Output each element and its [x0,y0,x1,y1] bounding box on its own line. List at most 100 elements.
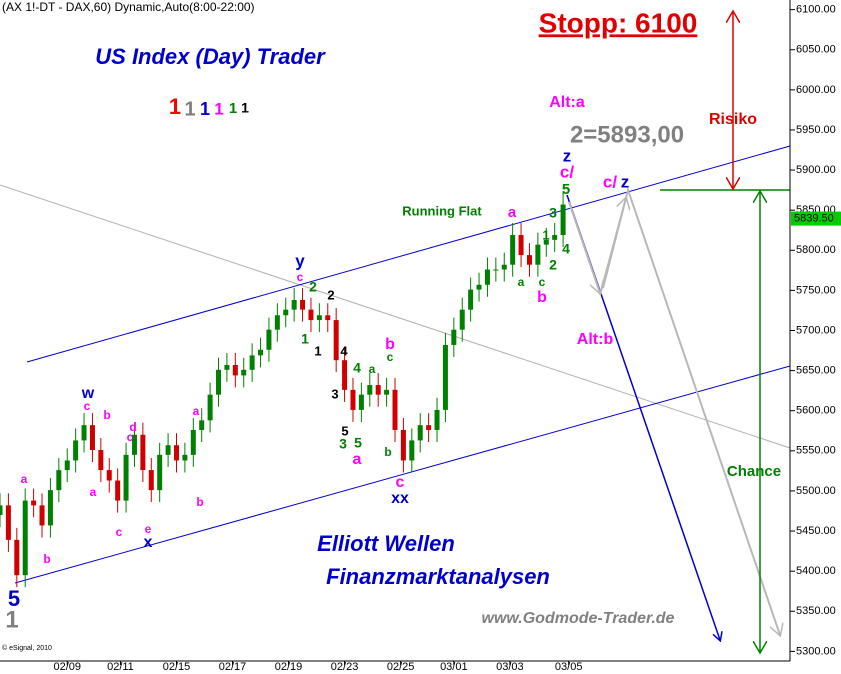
candle-body [224,364,230,370]
candle-body [148,470,154,491]
annotation: 2 [549,257,557,273]
y-tick-label: 5800.00 [796,244,836,256]
candle-body [249,355,255,370]
annotation: 3 [549,205,557,221]
annotation: y [295,251,305,270]
annotation: US Index (Day) Trader [95,44,326,69]
candle-body [47,490,53,526]
candle-body [518,235,524,256]
annotation: 2=5893,00 [570,121,684,148]
y-tick-label: 6100.00 [796,4,836,16]
candle-body [510,235,516,265]
candle-body [501,264,507,270]
annotation: 4 [353,360,361,376]
x-tick-label: 02/11 [107,661,134,673]
candle-body [190,429,196,455]
annotation: Finanzmarktanalysen [326,564,550,589]
trend-line [0,184,791,449]
annotation: d [129,420,136,434]
annotation: b [103,408,110,422]
y-tick-label: 6050.00 [796,44,836,56]
annotation: Stopp: 6100 [539,7,698,38]
candle-body [39,505,45,526]
annotation: 3 [339,436,347,452]
annotation: c/ [560,162,574,181]
y-tick-label: 5500.00 [796,485,836,497]
annotation: a [90,485,97,499]
annotation: x [144,534,153,551]
annotation: 1 [301,331,309,347]
annotation: 5 [341,423,348,438]
candle-body [325,315,331,321]
annotation: z [563,146,572,165]
candle-body [241,369,247,376]
annotation: b [196,495,203,509]
annotation: Running Flat [402,203,482,218]
y-tick-label: 5450.00 [796,525,836,537]
candle-body [442,344,448,410]
candle-body [367,385,373,395]
annotation: e [145,522,152,536]
candle-body [64,460,70,471]
annotation: a [353,451,362,468]
candle-body [451,329,457,345]
candles [0,192,566,588]
annotation: Risiko [709,111,757,128]
candle-body [199,420,205,430]
annotation: a [518,275,525,289]
x-tick-label: 02/15 [163,661,191,673]
annotation: 1 [200,99,210,119]
candle-body [300,300,306,310]
annotation: Chance [727,463,781,480]
x-tick-label: 02/19 [275,661,303,673]
candle-body [115,480,121,501]
candle-body [274,315,280,330]
x-tick-label: 02/09 [53,661,81,673]
candle-body [459,309,465,330]
y-tick-label: 5900.00 [796,164,836,176]
annotation: 1 [214,99,223,118]
annotation: 1 [314,343,321,358]
y-tick-label: 5950.00 [796,124,836,136]
annotation: b [384,445,391,459]
alt-arrow-up [599,198,626,296]
annotation: a [21,472,28,486]
y-tick-label: 5650.00 [796,365,836,377]
annotation: 1 [184,98,195,120]
annotation: c [84,399,91,413]
candle-body [266,329,272,350]
y-tick-label: 5700.00 [796,324,836,336]
annotation: b [385,336,395,353]
candle-body [258,349,264,356]
annotation: 1 [169,94,181,119]
candle-body [552,235,558,240]
candle-body [543,239,549,245]
x-tick-label: 03/05 [555,661,583,673]
y-tick-label: 5350.00 [796,605,836,617]
annotation: c/ [603,172,617,191]
candle-body [468,289,474,310]
candle-body [392,389,398,430]
annotation: Elliott Wellen [317,531,455,556]
candle-body [535,244,541,265]
candle-body [409,440,415,461]
annotation: a [193,404,200,418]
annotations: (AX 1!-DT - DAX,60) Dynamic,Auto(8:00-22… [2,0,781,652]
annotation: c [127,430,134,444]
annotation: a [508,204,517,221]
annotation: 1 [241,100,249,116]
y-tick-label: 5600.00 [796,405,836,417]
candle-body [308,309,314,321]
candle-body [560,204,566,236]
candle-body [73,440,79,461]
candle-body [283,309,289,316]
y-tick-label: 6000.00 [796,84,836,96]
candle-body [131,434,137,455]
candle-body [476,284,482,290]
annotation: 4 [562,241,570,257]
annotation: a [369,362,376,376]
candle-body [526,255,532,265]
